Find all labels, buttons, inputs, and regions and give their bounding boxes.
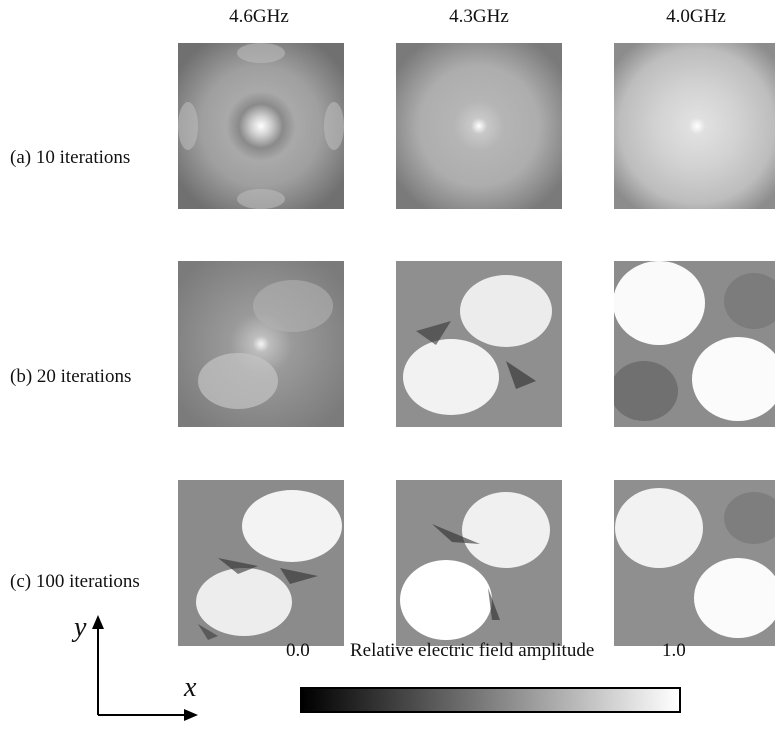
colorbar: [300, 687, 681, 713]
row-label-100-iterations: (c) 100 iterations: [10, 571, 140, 592]
y-arrow-icon: [92, 615, 104, 629]
colorbar-max-label: 1.0: [662, 640, 686, 661]
row-label-10-iterations: (a) 10 iterations: [10, 147, 131, 168]
field-map-c-4.6ghz: [178, 480, 344, 646]
row-label-20-iterations: (b) 20 iterations: [10, 366, 132, 387]
column-label-4.0ghz: 4.0GHz: [666, 6, 726, 27]
field-map-c-4.3ghz: [396, 480, 562, 646]
column-label-4.3ghz: 4.3GHz: [449, 6, 509, 27]
x-axis-label: x: [184, 672, 197, 703]
field-map-a-4.6ghz: [178, 43, 344, 209]
field-map-a-4.3ghz: [396, 43, 562, 209]
field-map-b-4.0ghz: [614, 261, 775, 427]
axes-diagram: [92, 615, 198, 721]
colorbar-title: Relative electric field amplitude: [350, 640, 595, 661]
field-map-b-4.3ghz: [396, 261, 562, 427]
x-arrow-icon: [184, 709, 198, 721]
colorbar-min-label: 0.0: [286, 640, 310, 661]
column-label-4.6ghz: 4.6GHz: [229, 6, 289, 27]
field-map-c-4.0ghz: [614, 480, 775, 646]
field-map-a-4.0ghz: [614, 43, 775, 209]
field-map-b-4.6ghz: [178, 261, 344, 427]
y-axis-label: y: [74, 612, 87, 643]
